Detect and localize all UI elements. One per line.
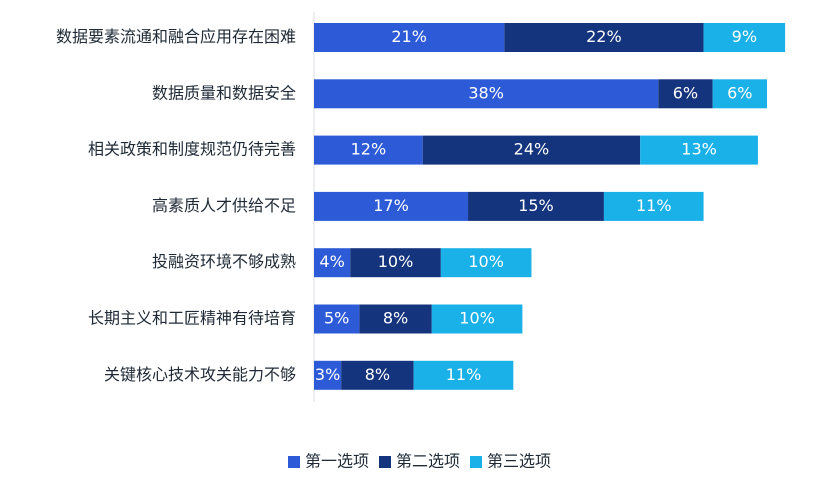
category-label: 数据质量和数据安全 [152,83,296,102]
bar-segment [314,23,505,52]
bar-segment [658,79,713,109]
category-label: 投融资环境不够成熟 [152,252,296,271]
data-label: 10% [378,252,414,271]
bar-segment [422,135,641,165]
bar-segment [440,248,532,278]
bar-segment [413,360,514,390]
category-label: 相关政策和制度规范仍待完善 [88,140,296,159]
data-label: 11% [446,365,482,384]
bar-segment [431,304,523,334]
data-label: 4% [319,252,344,271]
bars [314,23,786,390]
data-label: 38% [468,83,504,102]
data-label: 10% [468,252,504,271]
data-label: 10% [459,309,495,328]
category-label: 长期主义和工匠精神有待培育 [88,309,296,328]
bar-segment [350,248,441,278]
legend-swatch [288,456,300,468]
data-label: 8% [383,309,408,328]
category-labels: 数据要素流通和融合应用存在困难数据质量和数据安全相关政策和制度规范仍待完善高素质… [56,27,296,384]
bar-segment [314,248,351,278]
bar-segment [712,79,767,109]
data-label: 17% [373,196,409,215]
legend-swatch [379,456,391,468]
bar-segment [314,304,360,334]
bar-segment [314,360,342,390]
legend-swatch [470,456,482,468]
data-label: 15% [518,196,554,215]
data-label: 8% [365,365,390,384]
bar-segment [703,23,786,52]
legend: 第一选项 第二选项 第三选项 [288,452,551,471]
legend-label: 第一选项 [305,452,369,471]
data-label: 22% [586,27,622,46]
bar-segment [359,304,432,334]
bar-segment [314,79,659,109]
bar-segment [640,135,758,165]
category-label: 高素质人才供给不足 [152,196,296,215]
bar-segment [603,191,704,221]
data-label: 3% [315,365,340,384]
data-label: 6% [727,83,752,102]
category-label: 数据要素流通和融合应用存在困难 [56,27,296,46]
bar-segment [314,191,469,221]
bar-segment [314,135,423,165]
data-label: 21% [391,27,427,46]
data-label: 6% [673,83,698,102]
data-label: 5% [324,309,349,328]
data-label: 24% [514,140,550,159]
category-label: 关键核心技术攻关能力不够 [104,365,296,384]
data-label: 12% [351,140,387,159]
data-label: 9% [732,27,757,46]
bar-segment [341,360,414,390]
bar-segment [504,23,704,52]
legend-label: 第三选项 [487,452,551,471]
bar-segment [468,191,604,221]
value-labels: 21% 22% 9% 38% 6% 6% 12% 24% 13% 17% 15% 11% 4% 10% 10… [315,27,757,384]
data-label: 11% [636,196,672,215]
legend-label: 第二选项 [396,452,460,471]
data-label: 13% [681,140,717,159]
